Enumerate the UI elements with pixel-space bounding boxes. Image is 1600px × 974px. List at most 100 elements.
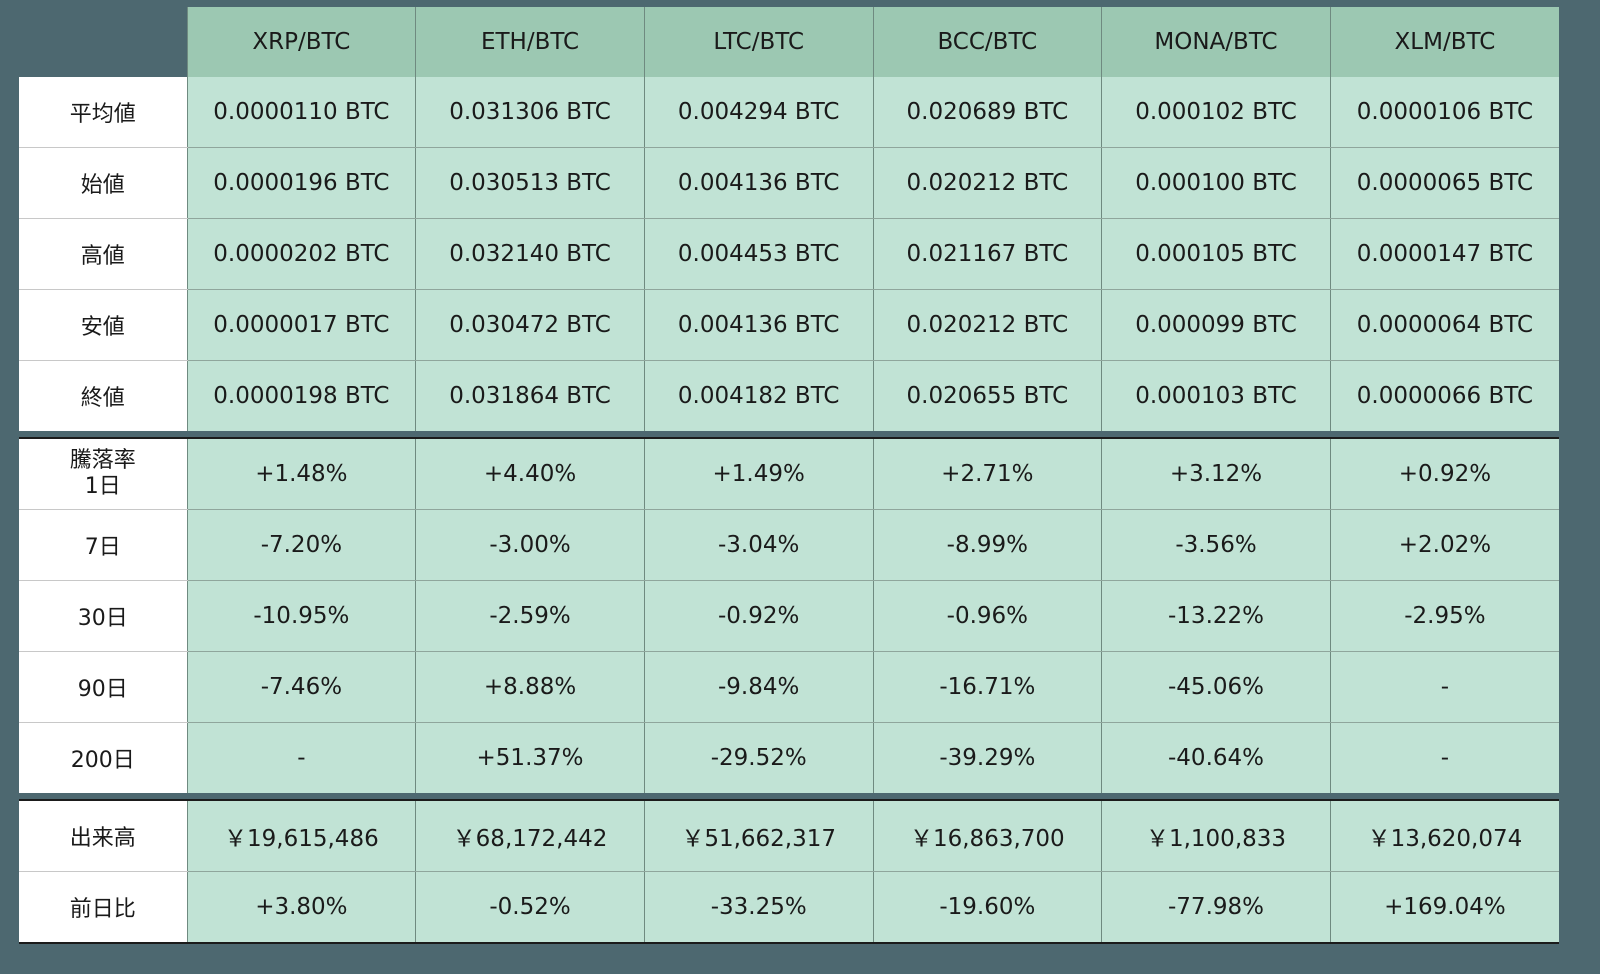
table-cell: +4.40%	[415, 439, 645, 510]
table-cell: -13.22%	[1101, 580, 1331, 652]
table-cell: 0.032140 BTC	[415, 218, 645, 290]
row-label: 終値	[19, 360, 188, 431]
table-cell: 0.030472 BTC	[415, 289, 645, 361]
table-cell: 0.021167 BTC	[872, 218, 1102, 290]
row-label: 30日	[19, 580, 188, 652]
row-label: 200日	[19, 722, 188, 793]
table-cell: -2.95%	[1329, 580, 1559, 652]
price-table: XRP/BTC ETH/BTC LTC/BTC BCC/BTC MONA/BTC…	[19, 7, 1559, 431]
table-cell: 0.0000017 BTC	[186, 289, 416, 361]
table-cell: 0.004294 BTC	[643, 77, 874, 148]
table-cell: -7.46%	[186, 651, 416, 723]
table-cell: -3.56%	[1101, 509, 1331, 581]
table-cell: -8.99%	[872, 509, 1102, 581]
column-header-ltc: LTC/BTC	[643, 7, 874, 77]
table-cell: +2.71%	[872, 439, 1102, 510]
table-cell: -3.00%	[415, 509, 645, 581]
change-section-title: 騰落率	[69, 448, 136, 473]
table-cell: -7.20%	[186, 509, 416, 581]
table-cell: 0.000102 BTC	[1101, 77, 1331, 148]
row-label: 7日	[19, 509, 188, 581]
table-cell: 0.020212 BTC	[872, 289, 1102, 361]
table-cell: +169.04%	[1329, 871, 1559, 942]
row-label: 始値	[19, 147, 188, 219]
table-cell: 0.0000196 BTC	[186, 147, 416, 219]
table-cell: -3.04%	[643, 509, 874, 581]
table-cell: ￥13,620,074	[1329, 801, 1559, 872]
table-cell: 0.031864 BTC	[415, 360, 645, 431]
column-header-xrp: XRP/BTC	[186, 7, 416, 77]
table-cell: -19.60%	[872, 871, 1102, 942]
table-row-low: 安値 0.0000017 BTC 0.030472 BTC 0.004136 B…	[19, 289, 1559, 361]
table-cell: 0.0000202 BTC	[186, 218, 416, 290]
table-row-200d: 200日 - +51.37% -29.52% -39.29% -40.64% -	[19, 722, 1559, 793]
table-cell: -40.64%	[1101, 722, 1331, 793]
table-cell: -9.84%	[643, 651, 874, 723]
table-cell: +0.92%	[1329, 439, 1559, 510]
row-label: 出来高	[19, 801, 188, 872]
table-cell: 0.0000147 BTC	[1329, 218, 1559, 290]
table-cell: 0.0000064 BTC	[1329, 289, 1559, 361]
table-cell: -45.06%	[1101, 651, 1331, 723]
corner-cell	[19, 7, 187, 77]
table-cell: 0.000100 BTC	[1101, 147, 1331, 219]
table-cell: 0.004136 BTC	[643, 289, 874, 361]
table-cell: +51.37%	[415, 722, 645, 793]
table-cell: 0.004453 BTC	[643, 218, 874, 290]
table-cell: 0.004136 BTC	[643, 147, 874, 219]
table-cell: ￥1,100,833	[1101, 801, 1331, 872]
table-cell: -16.71%	[872, 651, 1102, 723]
row-label: 騰落率 1日	[19, 439, 188, 510]
table-row-1d: 騰落率 1日 +1.48% +4.40% +1.49% +2.71% +3.12…	[19, 439, 1559, 510]
table-cell: -	[1329, 651, 1559, 723]
table-cell: ￥16,863,700	[872, 801, 1102, 872]
table-row-30d: 30日 -10.95% -2.59% -0.92% -0.96% -13.22%…	[19, 580, 1559, 652]
table-cell: 0.0000198 BTC	[186, 360, 416, 431]
table-row-7d: 7日 -7.20% -3.00% -3.04% -8.99% -3.56% +2…	[19, 509, 1559, 581]
row-label: 前日比	[19, 871, 188, 942]
table-cell: 0.031306 BTC	[415, 77, 645, 148]
column-header-bcc: BCC/BTC	[872, 7, 1102, 77]
table-cell: 0.0000065 BTC	[1329, 147, 1559, 219]
table-cell: -0.52%	[415, 871, 645, 942]
column-header-eth: ETH/BTC	[415, 7, 645, 77]
row-label: 安値	[19, 289, 188, 361]
table-cell: -0.92%	[643, 580, 874, 652]
table-row-average: 平均値 0.0000110 BTC 0.031306 BTC 0.004294 …	[19, 77, 1559, 148]
header-row: XRP/BTC ETH/BTC LTC/BTC BCC/BTC MONA/BTC…	[19, 7, 1559, 77]
table-cell: +3.12%	[1101, 439, 1331, 510]
row-label: 平均値	[19, 77, 188, 148]
table-cell: +2.02%	[1329, 509, 1559, 581]
row-label: 高値	[19, 218, 188, 290]
table-cell: ￥19,615,486	[186, 801, 416, 872]
table-cell: 0.000099 BTC	[1101, 289, 1331, 361]
table-cell: -10.95%	[186, 580, 416, 652]
table-cell: -	[1329, 722, 1559, 793]
table-cell: 0.000105 BTC	[1101, 218, 1331, 290]
table-cell: 0.020655 BTC	[872, 360, 1102, 431]
table-row-volume: 出来高 ￥19,615,486 ￥68,172,442 ￥51,662,317 …	[19, 801, 1559, 872]
table-cell: ￥68,172,442	[415, 801, 645, 872]
table-cell: 0.000103 BTC	[1101, 360, 1331, 431]
table-cell: +3.80%	[186, 871, 416, 942]
table-row-open: 始値 0.0000196 BTC 0.030513 BTC 0.004136 B…	[19, 147, 1559, 219]
table-cell: +8.88%	[415, 651, 645, 723]
table-cell: +1.49%	[643, 439, 874, 510]
period-label: 1日	[84, 474, 121, 499]
table-row-high: 高値 0.0000202 BTC 0.032140 BTC 0.004453 B…	[19, 218, 1559, 290]
change-table: 騰落率 1日 +1.48% +4.40% +1.49% +2.71% +3.12…	[19, 437, 1559, 793]
table-cell: 0.0000066 BTC	[1329, 360, 1559, 431]
table-cell: -33.25%	[643, 871, 874, 942]
table-cell: 0.030513 BTC	[415, 147, 645, 219]
table-row-90d: 90日 -7.46% +8.88% -9.84% -16.71% -45.06%…	[19, 651, 1559, 723]
table-cell: 0.0000106 BTC	[1329, 77, 1559, 148]
table-cell: 0.004182 BTC	[643, 360, 874, 431]
table-cell: -2.59%	[415, 580, 645, 652]
table-cell: ￥51,662,317	[643, 801, 874, 872]
row-label: 90日	[19, 651, 188, 723]
table-cell: 0.0000110 BTC	[186, 77, 416, 148]
table-cell: -39.29%	[872, 722, 1102, 793]
table-row-volume-change: 前日比 +3.80% -0.52% -33.25% -19.60% -77.98…	[19, 871, 1559, 942]
table-cell: 0.020689 BTC	[872, 77, 1102, 148]
volume-table: 出来高 ￥19,615,486 ￥68,172,442 ￥51,662,317 …	[19, 799, 1559, 944]
